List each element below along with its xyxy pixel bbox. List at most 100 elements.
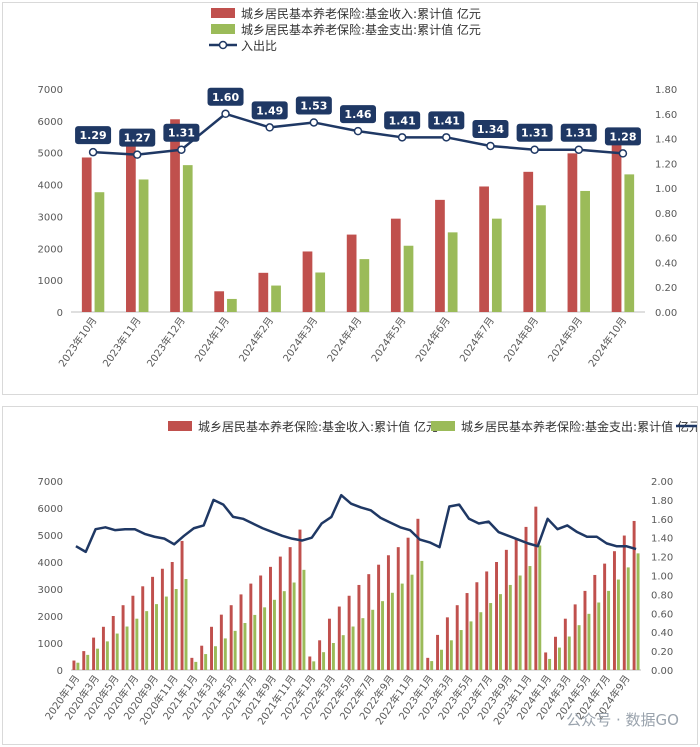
bar-income (346, 234, 357, 312)
legend-swatch-expense (211, 24, 235, 34)
bar-income (327, 618, 331, 670)
y-tick-right: 0.60 (655, 234, 677, 245)
bar-income (426, 657, 430, 670)
bar-income (479, 186, 489, 312)
data-label: 1.49 (256, 104, 283, 117)
ratio-point (309, 118, 319, 127)
bar-expense (227, 298, 237, 312)
bar-income (523, 171, 534, 312)
legend: 城乡居民基本养老保险:基金收入:累计值 亿元 城乡居民基本养老保险:基金支出:累… (209, 6, 481, 53)
bar-expense (420, 560, 424, 670)
data-label-box (604, 127, 641, 146)
chart-panel-top: 城乡居民基本养老保险:基金收入:累计值 亿元 城乡居民基本养老保险:基金支出:累… (2, 2, 698, 395)
y-tick-left: 6000 (38, 117, 63, 128)
bar-income (612, 551, 616, 670)
y-tick-right: 1.60 (651, 515, 673, 526)
bar-income (435, 199, 445, 312)
bar-expense (381, 601, 385, 670)
bar-income (465, 593, 469, 670)
data-label: 1.31 (565, 127, 592, 140)
bar-expense (331, 643, 335, 670)
data-label-box (384, 111, 421, 130)
bar-income (544, 652, 548, 670)
bar-income (141, 586, 145, 670)
bar-income (239, 594, 243, 670)
y-tick-right: 1.00 (655, 184, 677, 195)
bar-expense (607, 590, 611, 670)
bar-expense (105, 641, 109, 670)
data-label-box (251, 101, 288, 120)
data-label: 1.60 (212, 91, 239, 104)
y-tick-right: 0.40 (655, 258, 677, 269)
bar-expense (567, 636, 571, 670)
data-label: 1.27 (124, 132, 151, 145)
bar-expense (155, 604, 158, 670)
y-tick-right: 0.40 (651, 628, 673, 639)
y-tick-left: 7000 (38, 477, 63, 488)
bar-expense (214, 646, 217, 670)
bar-income (567, 153, 578, 312)
data-label-box (472, 119, 509, 138)
bar-income (622, 535, 626, 670)
bar-income (603, 563, 607, 670)
ratio-point (618, 149, 628, 158)
bar-income (563, 618, 567, 670)
data-label-box (340, 105, 376, 124)
bar-expense (359, 259, 370, 312)
y-tick-right: 0.20 (651, 647, 673, 658)
ratio-point (221, 109, 230, 119)
bar-income (258, 272, 269, 312)
bar-expense (616, 579, 620, 670)
bar-income (495, 562, 498, 670)
bar-income (72, 660, 76, 670)
bar-expense (459, 630, 463, 670)
bar-income (170, 119, 180, 312)
bar-income (337, 606, 341, 670)
y-tick-left: 2000 (38, 612, 63, 623)
bar-expense (322, 652, 326, 670)
y-tick-left: 7000 (38, 85, 63, 96)
y-tick-right: 1.40 (655, 135, 677, 146)
bar-income (406, 537, 410, 670)
y-tick-right: 1.80 (655, 85, 677, 96)
data-label: 1.31 (168, 127, 195, 140)
legend-label-income: 城乡居民基本养老保险:基金收入:累计值 亿元 (241, 6, 481, 21)
x-tick-label: 2024年1月 (192, 314, 232, 364)
bar-expense (315, 272, 326, 312)
bar-expense (597, 602, 601, 670)
data-label: 1.46 (344, 108, 371, 121)
watermark: 公众号 · 数据GO (566, 711, 679, 729)
bar-expense (449, 640, 453, 670)
ratio-line (75, 493, 637, 554)
bar-expense (341, 635, 345, 670)
bar-income (632, 520, 636, 670)
bar-income (111, 616, 115, 670)
bar-income (593, 574, 597, 670)
ratio-point (265, 123, 274, 132)
y-tick-left: 6000 (38, 504, 63, 515)
bar-expense (135, 618, 139, 670)
bar-income (302, 251, 313, 312)
bar-income (534, 506, 538, 670)
bar-expense (302, 569, 306, 670)
bar-expense (312, 661, 316, 670)
legend-label-expense: 城乡居民基本养老保险:基金支出:累计值 亿元 (461, 419, 697, 434)
bar-expense (557, 647, 561, 670)
legend-swatch-income (168, 421, 192, 431)
bar-income (121, 605, 125, 670)
bar-expense (223, 638, 227, 670)
y-tick-left: 2000 (38, 244, 63, 255)
x-tick-label: 2024年3月 (280, 314, 320, 364)
chart-panel-bottom: 城乡居民基本养老保险:基金收入:累计值 亿元 城乡居民基本养老保险:基金支出:累… (2, 406, 698, 745)
ratio-point (353, 126, 363, 136)
legend: 城乡居民基本养老保险:基金收入:累计值 亿元 城乡居民基本养老保险:基金支出:累… (168, 419, 697, 434)
bar-income (554, 636, 557, 670)
bar-expense (371, 609, 375, 670)
bar-income (611, 136, 622, 312)
x-tick-label: 2024年2月 (236, 314, 276, 364)
data-label: 1.28 (609, 130, 636, 143)
y-tick-left: 5000 (38, 531, 63, 542)
bar-income (573, 604, 577, 670)
bar-income (214, 291, 225, 312)
bar-expense (538, 545, 542, 670)
